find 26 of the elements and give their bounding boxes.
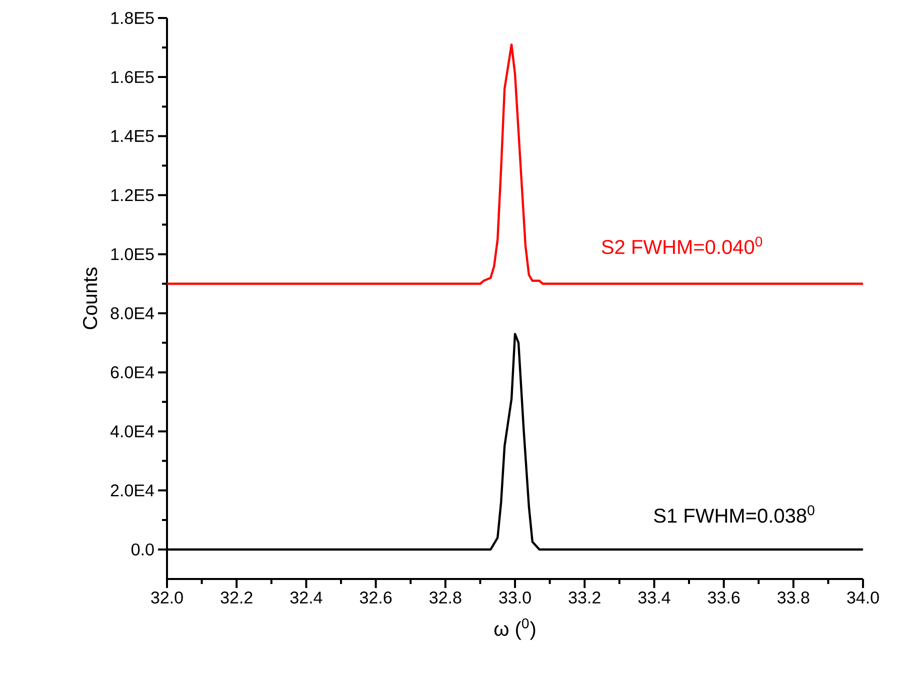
x-tick-label: 33.6 [708,592,740,604]
y-tick-label: 8.0E4 [110,307,154,320]
x-tick-label: 33.2 [568,592,600,604]
y-tick-label: 4.0E4 [110,425,154,438]
x-tick-label: 32.2 [220,592,252,604]
y-axis-title: Counts [83,268,98,330]
y-tick-label: 1.6E5 [111,71,154,84]
x-axis-title: ω ($^{0}$) [494,618,536,640]
y-tick-label: 0.0 [131,543,154,556]
y-tick-label: 2.0E4 [110,484,154,496]
x-tick-label: 33.8 [778,592,810,604]
x-tick-label: 32.0 [151,592,183,604]
x-tick-label: 32.8 [430,592,462,604]
line-series [166,43,864,285]
y-tick-label: 1.2E5 [111,189,154,202]
x-tick-label: 33.0 [499,592,531,604]
series-label: S1 FWHM=0.038$^{0}$ [654,505,814,523]
y-tick-label: 1.4E5 [111,130,154,142]
x-tick-label: 34.0 [847,592,879,604]
series-label: S2 FWHM=0.040$^{0}$ [602,236,762,254]
x-tick-label: 32.4 [290,592,322,604]
y-tick-label: 6.0E4 [110,366,154,378]
y-tick-label: 1.0E5 [111,248,154,260]
x-tick-label: 32.6 [360,592,392,604]
y-tick-label: 1.8E5 [111,12,154,24]
x-tick-label: 33.4 [638,592,670,604]
